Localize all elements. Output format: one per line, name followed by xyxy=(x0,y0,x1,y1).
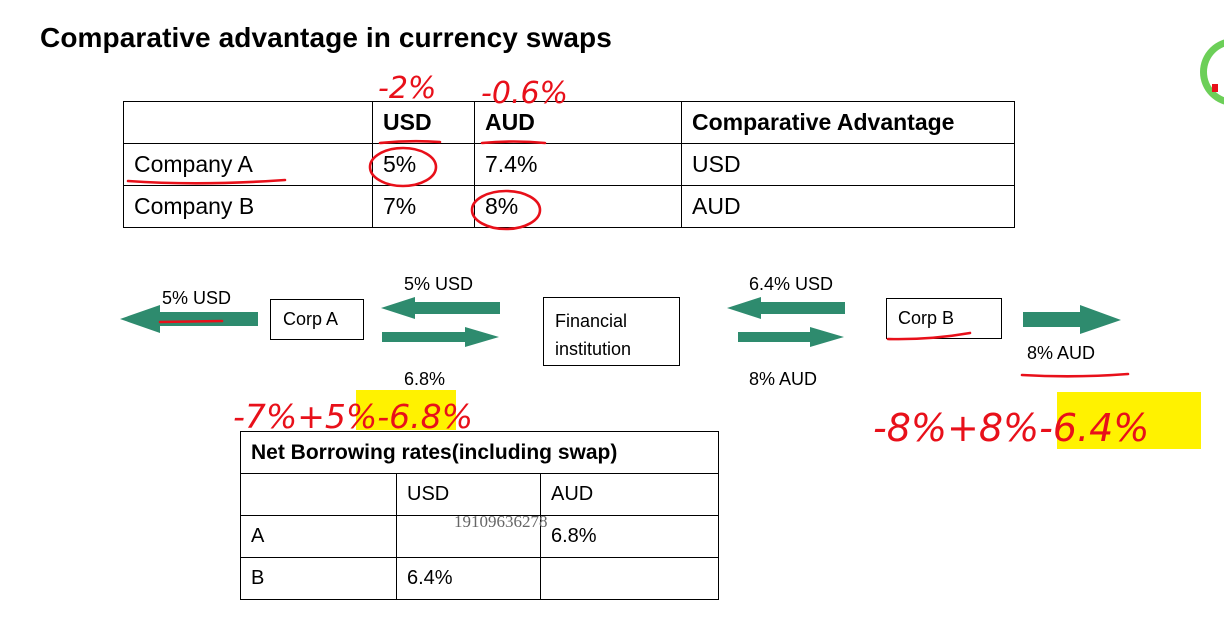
left-outer-arrow xyxy=(120,305,258,333)
advantage-cell: AUD xyxy=(681,185,1015,228)
usd-net-cell xyxy=(396,515,541,558)
rates-table: USD AUD Comparative Advantage Company A … xyxy=(123,101,1015,228)
aud-net-cell xyxy=(540,557,719,600)
corp-b-label: Corp B xyxy=(898,308,955,328)
aud-rate-cell: 7.4% xyxy=(474,143,682,186)
aud-net-cell: 6.8% xyxy=(540,515,719,558)
left-top-arrow xyxy=(381,297,500,319)
highlight-mark xyxy=(356,390,456,430)
party-cell: A xyxy=(240,515,397,558)
table-header-row: USD AUD Comparative Advantage xyxy=(123,101,1015,144)
financial-institution-box: Financial institution xyxy=(543,297,680,366)
header-cell-blank xyxy=(123,101,373,144)
right-top-arrow xyxy=(727,297,845,319)
table-row: A 6.8% xyxy=(240,515,719,558)
left-top-label: 5% USD xyxy=(404,274,474,294)
table-row: B 6.4% xyxy=(240,557,719,600)
net-table-title: Net Borrowing rates(including swap) xyxy=(240,431,719,474)
page-title: Comparative advantage in currency swaps xyxy=(40,22,612,53)
watermark-text: 19109636278 xyxy=(454,512,548,531)
corp-a-label: Corp A xyxy=(283,309,339,329)
left-outer-label: 5% USD xyxy=(162,288,232,308)
table-row: Company A 5% 7.4% USD xyxy=(123,143,1015,186)
party-cell: B xyxy=(240,557,397,600)
advantage-cell: USD xyxy=(681,143,1015,186)
table-header-row: USD AUD xyxy=(240,473,719,516)
right-outer-arrow xyxy=(1023,305,1121,334)
usd-net-cell: 6.4% xyxy=(396,557,541,600)
right-bottom-label: 8% AUD xyxy=(749,369,818,389)
header-cell-aud: AUD xyxy=(474,101,682,144)
financial-institution-label: Financial institution xyxy=(555,311,632,359)
right-top-label: 6.4% USD xyxy=(749,274,834,294)
company-name-cell: Company B xyxy=(123,185,373,228)
net-borrowing-table: Net Borrowing rates(including swap) USD … xyxy=(240,431,719,600)
right-outer-label: 8% AUD xyxy=(1027,343,1096,363)
header-cell-aud: AUD xyxy=(540,473,719,516)
left-bottom-label: 6.8% xyxy=(404,369,446,389)
corp-a-box: Corp A xyxy=(270,299,364,340)
usd-rate-cell: 7% xyxy=(372,185,475,228)
app-logo-icon xyxy=(1200,39,1224,105)
highlight-mark xyxy=(1057,392,1201,449)
table-title-row: Net Borrowing rates(including swap) xyxy=(240,431,719,474)
left-bottom-arrow xyxy=(382,327,499,347)
right-bottom-arrow xyxy=(738,327,844,347)
